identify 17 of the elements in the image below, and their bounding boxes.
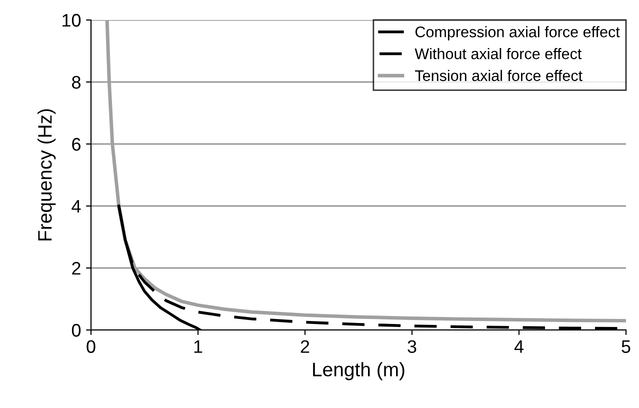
x-tick-label: 4: [514, 340, 524, 353]
y-tick-label: 2: [72, 262, 80, 275]
legend-label: Tension axial force effect: [415, 70, 582, 82]
x-tick-label: 5: [622, 340, 630, 353]
y-tick-label: 8: [72, 76, 80, 89]
legend-label: Compression axial force effect: [415, 26, 620, 40]
x-tick-label: 3: [408, 340, 416, 353]
x-tick-label: 2: [300, 340, 310, 353]
y-tick-label: 4: [72, 200, 81, 213]
y-tick-label: 10: [62, 14, 81, 27]
x-tick-label: 1: [194, 340, 202, 353]
y-axis-title: Frequency (Hz): [38, 109, 56, 240]
x-axis-title: Length (m): [313, 362, 404, 380]
legend-label: Without axial force effect: [414, 48, 582, 60]
x-tick-label: 0: [86, 340, 96, 353]
y-tick-label: 6: [72, 138, 80, 151]
y-tick-label: 0: [72, 324, 81, 337]
